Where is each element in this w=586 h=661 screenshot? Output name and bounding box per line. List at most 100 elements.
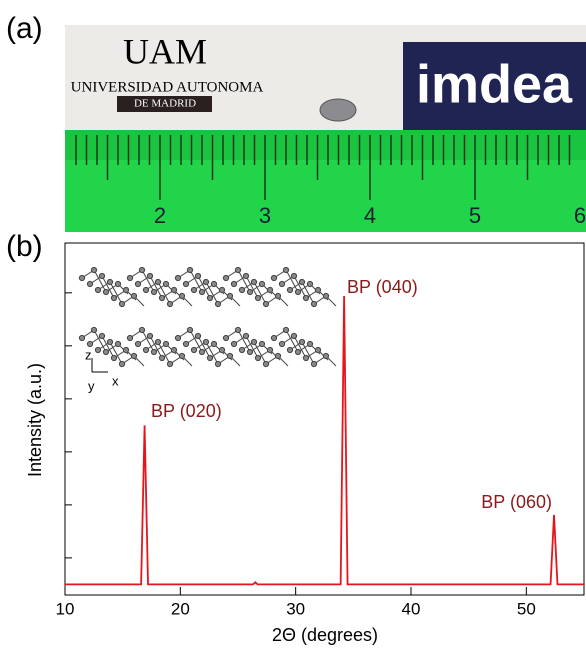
atom <box>302 294 310 302</box>
atom <box>206 294 214 302</box>
atom <box>118 300 126 308</box>
atom <box>286 346 294 354</box>
atom <box>278 340 286 348</box>
ruler-label: 4 <box>364 203 376 228</box>
atom <box>102 348 110 356</box>
atom <box>190 286 198 294</box>
atom <box>102 288 110 296</box>
atom <box>218 286 226 294</box>
atom <box>126 334 134 342</box>
atom <box>150 288 158 296</box>
atom <box>114 340 122 348</box>
atom <box>230 280 238 288</box>
atom <box>110 294 118 302</box>
atom <box>86 280 94 288</box>
atom <box>186 266 194 274</box>
atom <box>230 340 238 348</box>
ruler-shade <box>65 130 586 160</box>
atom <box>150 348 158 356</box>
x-tick-label: 10 <box>56 599 75 618</box>
atom <box>290 272 298 280</box>
atom <box>258 280 266 288</box>
atom <box>310 360 318 368</box>
ruler-label: 5 <box>469 203 481 228</box>
atom <box>178 352 186 360</box>
atom <box>222 274 230 282</box>
atom <box>154 338 162 346</box>
atom <box>154 278 162 286</box>
atom <box>166 300 174 308</box>
atom <box>270 334 278 342</box>
ruler-label: 3 <box>259 203 271 228</box>
city-box <box>117 96 212 112</box>
atom <box>166 360 174 368</box>
atom <box>122 286 130 294</box>
atom <box>242 332 250 340</box>
atom <box>322 352 330 360</box>
atom <box>162 340 170 348</box>
atom <box>118 360 126 368</box>
atom <box>298 338 306 346</box>
atom <box>186 326 194 334</box>
atom <box>278 280 286 288</box>
atom <box>310 300 318 308</box>
sample-flake <box>319 98 357 122</box>
atom <box>242 272 250 280</box>
atom <box>110 354 118 362</box>
atom <box>314 286 322 294</box>
atom <box>138 326 146 334</box>
x-tick-label: 20 <box>171 599 190 618</box>
x-tick-label: 40 <box>402 599 421 618</box>
atom <box>78 334 86 342</box>
atom <box>134 280 142 288</box>
atom <box>302 354 310 362</box>
atom <box>262 360 270 368</box>
atom <box>138 266 146 274</box>
atom <box>134 340 142 348</box>
plot-frame <box>64 242 585 596</box>
atom <box>294 348 302 356</box>
atom <box>86 340 94 348</box>
x-tick-label: 30 <box>286 599 305 618</box>
atom <box>294 288 302 296</box>
atom <box>250 278 258 286</box>
atom <box>286 286 294 294</box>
atom <box>214 300 222 308</box>
atom <box>174 274 182 282</box>
atom <box>182 340 190 348</box>
atom <box>158 354 166 362</box>
peak-annotation: BP (020) <box>151 401 222 421</box>
atom <box>142 346 150 354</box>
atom <box>170 286 178 294</box>
atom <box>246 348 254 356</box>
atom <box>298 278 306 286</box>
atom <box>94 346 102 354</box>
x-tick-label: 50 <box>517 599 536 618</box>
atom <box>106 278 114 286</box>
atom <box>90 326 98 334</box>
atom <box>290 332 298 340</box>
imdea-logo-box <box>403 42 586 130</box>
atom <box>206 354 214 362</box>
atom <box>322 292 330 300</box>
atom <box>78 274 86 282</box>
atom <box>314 346 322 354</box>
y-axis-label: Intensity (a.u.) <box>25 363 45 477</box>
inset-axis-label: z <box>85 347 92 362</box>
atom <box>210 280 218 288</box>
atom <box>266 346 274 354</box>
atom <box>90 266 98 274</box>
atom <box>238 286 246 294</box>
atom <box>182 280 190 288</box>
panel-label: (b) <box>6 230 43 263</box>
atom <box>142 286 150 294</box>
ruler-label: 6 <box>574 203 586 228</box>
atom <box>198 288 206 296</box>
atom <box>218 346 226 354</box>
atom <box>254 294 262 302</box>
peak-annotation: BP (040) <box>347 277 418 297</box>
atom <box>214 360 222 368</box>
city-text: DE MADRID <box>134 98 196 110</box>
atom <box>94 286 102 294</box>
atom <box>238 346 246 354</box>
